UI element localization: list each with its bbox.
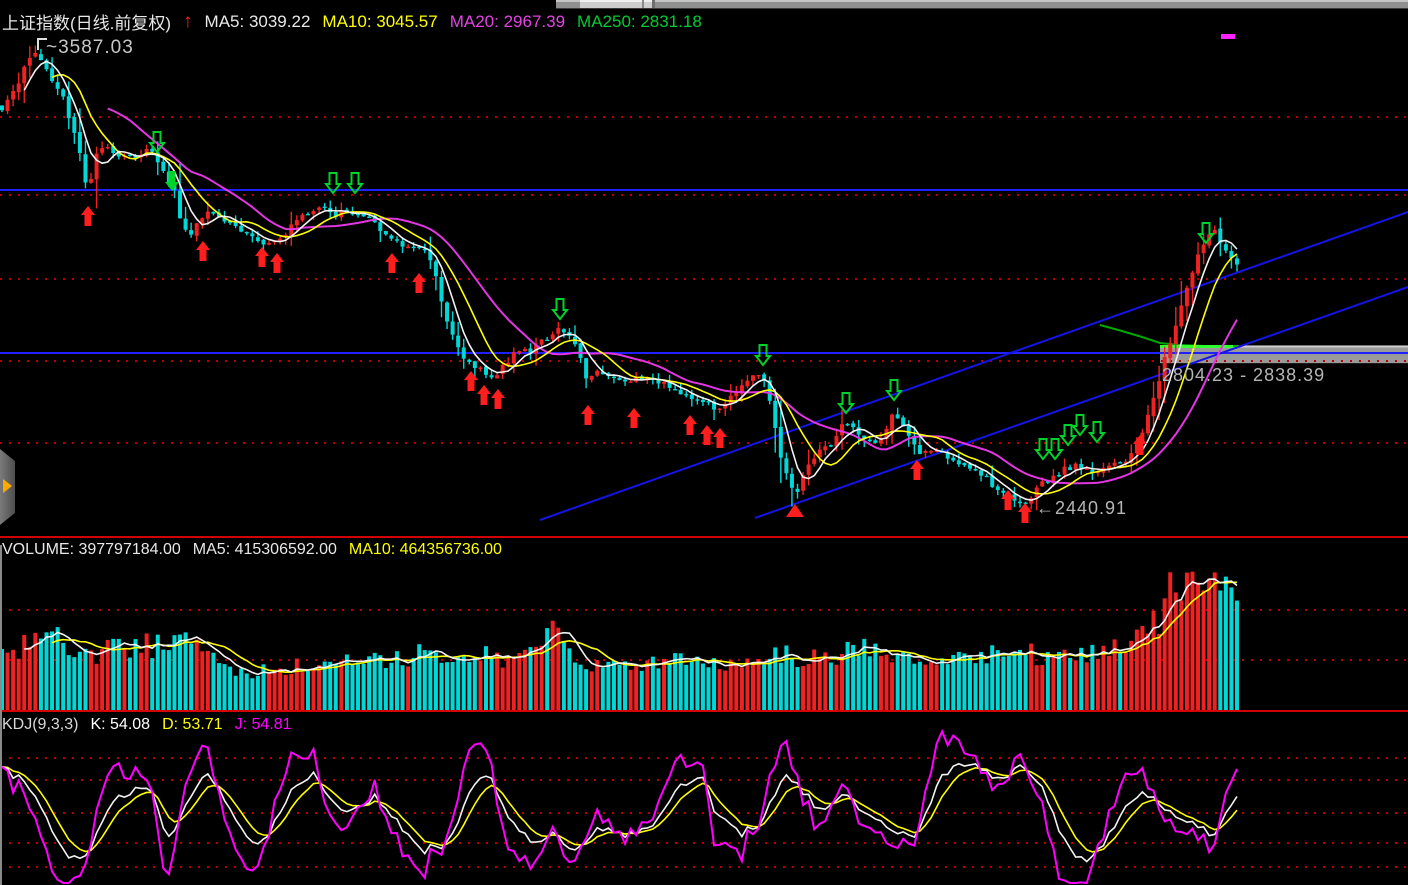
up-trend-arrow-icon: ↑ xyxy=(183,11,193,32)
sell-signal-arrow-icon xyxy=(1196,222,1216,245)
buy-signal-arrow-icon xyxy=(713,428,727,448)
sell-signal-arrow-icon xyxy=(1058,424,1078,447)
ma250-value: MA250: 2831.18 xyxy=(577,11,702,31)
main-chart-header: 上证指数(日线.前复权) ↑ MA5: 3039.22 MA10: 3045.5… xyxy=(2,9,702,34)
scrollbar-thumb-notch xyxy=(642,0,644,8)
buy-signal-arrow-icon xyxy=(196,241,210,261)
buy-signal-arrow-icon xyxy=(1001,490,1015,510)
volume-ma5-value: MA5: 415306592.00 xyxy=(192,541,337,558)
sell-signal-arrow-icon xyxy=(550,298,570,321)
sidebar-collapse-handle[interactable] xyxy=(0,449,15,525)
buy-signal-arrow-icon xyxy=(385,253,399,273)
symbol-title: 上证指数(日线.前复权) xyxy=(2,14,172,33)
buy-signal-arrow-icon xyxy=(464,371,478,391)
horizontal-scrollbar[interactable] xyxy=(556,0,1408,9)
buy-signal-arrow-icon xyxy=(683,415,697,435)
buy-signal-arrow-icon xyxy=(255,247,269,267)
pane-left-border xyxy=(0,545,2,885)
ma10-value: MA10: 3045.57 xyxy=(322,11,438,31)
sell-signal-arrow-icon xyxy=(1045,438,1065,461)
sell-signal-arrow-icon xyxy=(836,392,856,415)
buy-signal-arrow-icon xyxy=(700,425,714,445)
kdj-j-value: J: 54.81 xyxy=(234,716,292,733)
ma20-value: MA20: 2967.39 xyxy=(449,11,566,31)
scrollbar-thumb[interactable] xyxy=(580,0,655,8)
kdj-k-value: K: 54.08 xyxy=(90,716,151,733)
bottom-marker-icon xyxy=(786,504,804,517)
buy-signal-arrow-icon xyxy=(910,460,924,480)
volume-ma10-value: MA10: 464356736.00 xyxy=(348,541,502,558)
peak-price-label: ~3587.03 xyxy=(46,37,134,58)
sell-signal-arrow-icon xyxy=(1070,414,1090,437)
gap-zone-label: 2804.23 - 2838.39 xyxy=(1162,365,1326,385)
buy-signal-arrow-icon xyxy=(581,405,595,425)
sell-signal-arrow-filled-icon xyxy=(165,171,179,191)
buy-signal-arrow-icon xyxy=(627,408,641,428)
buy-signal-arrow-icon xyxy=(477,385,491,405)
sell-signal-arrow-icon xyxy=(753,344,773,367)
buy-signal-arrow-icon xyxy=(81,206,95,226)
sell-signal-arrow-icon xyxy=(1087,421,1107,444)
kdj-d-value: D: 53.71 xyxy=(162,716,223,733)
volume-value: VOLUME: 397797184.00 xyxy=(2,541,181,558)
expand-right-arrow-icon xyxy=(3,479,12,493)
kdj-header: KDJ(9,3,3) K: 54.08 D: 53.71 J: 54.81 xyxy=(2,716,292,734)
drawing-tool-mark xyxy=(1221,34,1235,39)
buy-signal-arrow-icon xyxy=(412,273,426,293)
sell-signal-arrow-icon xyxy=(884,379,904,402)
buy-signal-arrow-icon xyxy=(491,389,505,409)
sell-signal-arrow-icon xyxy=(345,172,365,195)
kdj-title: KDJ(9,3,3) xyxy=(2,716,79,733)
buy-signal-arrow-icon xyxy=(1133,435,1147,455)
peak-pointer-icon xyxy=(37,38,47,50)
ma5-value: MA5: 3039.22 xyxy=(204,11,311,31)
volume-header: VOLUME: 397797184.00 MA5: 415306592.00 M… xyxy=(2,541,502,559)
sell-signal-arrow-icon xyxy=(323,172,343,195)
buy-signal-arrow-icon xyxy=(1018,503,1032,523)
sell-signal-arrow-icon xyxy=(147,131,167,154)
trough-price-label: ←2440.91 xyxy=(1036,498,1128,518)
buy-signal-arrow-icon xyxy=(270,253,284,273)
